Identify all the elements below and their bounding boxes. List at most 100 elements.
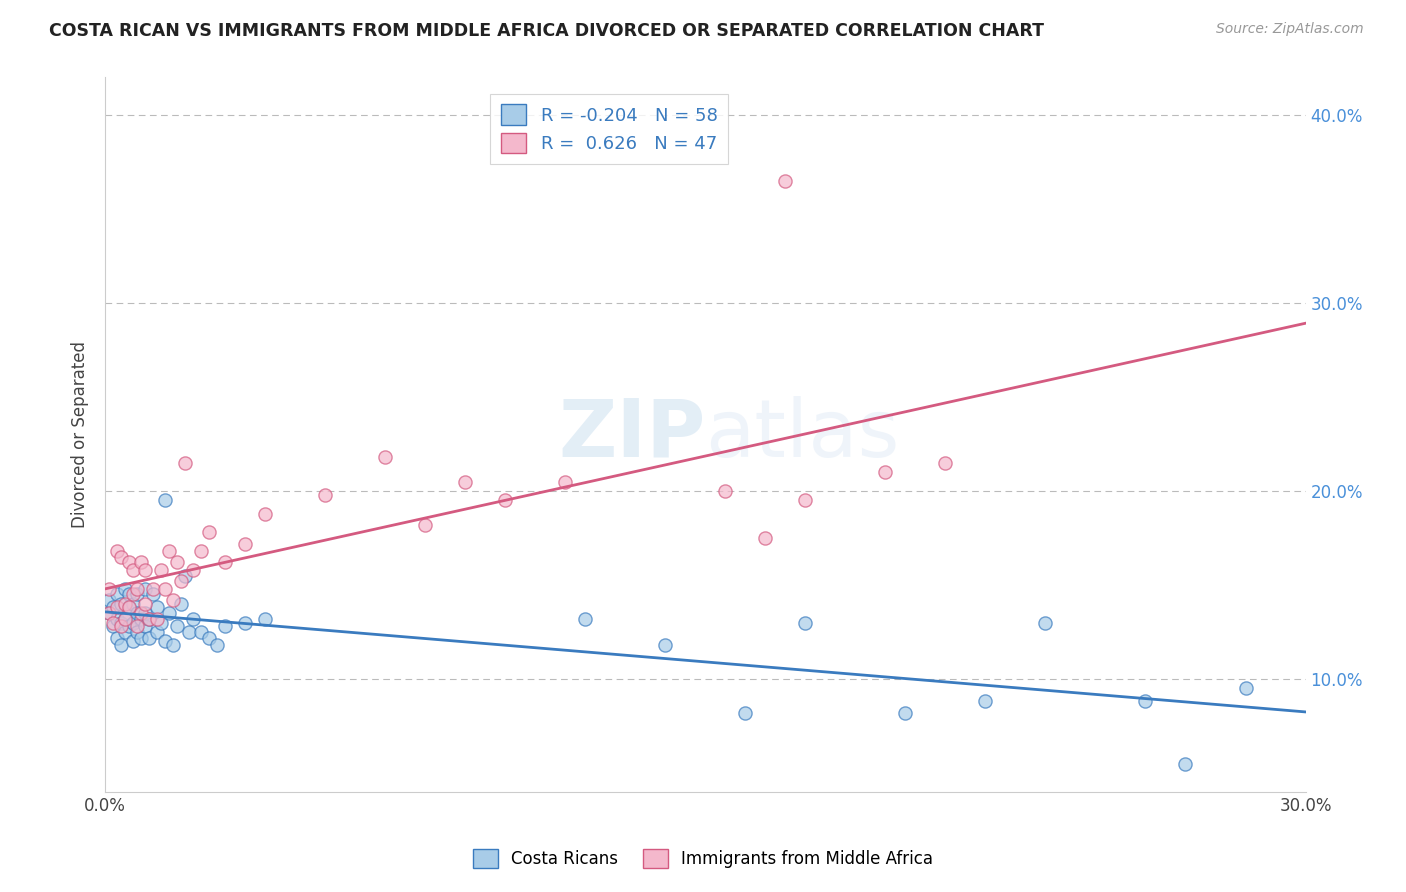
Point [162, 593, 184, 607]
Point [155, 582, 177, 596]
Point [118, 600, 141, 615]
Point [122, 615, 145, 630]
Point [233, 615, 256, 630]
Point [114, 612, 136, 626]
Point [150, 563, 173, 577]
Point [374, 450, 396, 464]
Point [794, 493, 817, 508]
Point [554, 475, 576, 489]
Point [98, 606, 121, 620]
Point [142, 587, 165, 601]
Point [118, 600, 141, 615]
Point [162, 638, 184, 652]
Point [138, 612, 160, 626]
Point [1174, 756, 1197, 771]
Point [166, 619, 188, 633]
Point [105, 631, 128, 645]
Point [110, 549, 132, 564]
Point [127, 582, 149, 596]
Point [134, 582, 156, 596]
Point [207, 638, 229, 652]
Point [214, 555, 236, 569]
Point [118, 587, 141, 601]
Point [127, 587, 149, 601]
Point [122, 587, 145, 601]
Point [413, 517, 436, 532]
Point [129, 555, 152, 569]
Point [198, 525, 221, 540]
Point [129, 606, 152, 620]
Point [146, 612, 169, 626]
Point [105, 587, 128, 601]
Point [114, 624, 136, 639]
Point [170, 597, 193, 611]
Point [129, 631, 152, 645]
Point [754, 531, 776, 545]
Point [1035, 615, 1057, 630]
Point [110, 615, 132, 630]
Point [190, 624, 212, 639]
Text: COSTA RICAN VS IMMIGRANTS FROM MIDDLE AFRICA DIVORCED OR SEPARATED CORRELATION C: COSTA RICAN VS IMMIGRANTS FROM MIDDLE AF… [49, 22, 1045, 40]
Point [142, 582, 165, 596]
Point [129, 612, 152, 626]
Point [1135, 694, 1157, 708]
Point [118, 619, 141, 633]
Point [127, 619, 149, 633]
Text: ZIP: ZIP [558, 395, 706, 474]
Point [127, 606, 149, 620]
Point [105, 544, 128, 558]
Point [146, 600, 169, 615]
Point [118, 555, 141, 569]
Point [122, 634, 145, 648]
Point [454, 475, 477, 489]
Point [794, 615, 817, 630]
Point [166, 555, 188, 569]
Point [233, 536, 256, 550]
Point [103, 600, 125, 615]
Point [110, 638, 132, 652]
Text: Source: ZipAtlas.com: Source: ZipAtlas.com [1216, 22, 1364, 37]
Point [114, 597, 136, 611]
Point [494, 493, 516, 508]
Point [138, 612, 160, 626]
Point [179, 624, 201, 639]
Legend: Costa Ricans, Immigrants from Middle Africa: Costa Ricans, Immigrants from Middle Afr… [465, 842, 941, 875]
Text: atlas: atlas [706, 395, 900, 474]
Point [134, 606, 156, 620]
Point [127, 624, 149, 639]
Point [894, 706, 917, 720]
Point [198, 631, 221, 645]
Point [134, 619, 156, 633]
Point [155, 634, 177, 648]
Point [98, 606, 121, 620]
Point [174, 456, 197, 470]
Point [574, 612, 596, 626]
Point [190, 544, 212, 558]
Point [114, 582, 136, 596]
Point [105, 612, 128, 626]
Point [134, 563, 156, 577]
Point [122, 563, 145, 577]
Point [654, 638, 676, 652]
Point [214, 619, 236, 633]
Point [934, 456, 956, 470]
Point [98, 593, 121, 607]
Legend: R = -0.204   N = 58, R =  0.626   N = 47: R = -0.204 N = 58, R = 0.626 N = 47 [491, 94, 728, 164]
Point [155, 493, 177, 508]
Point [103, 619, 125, 633]
Point [714, 483, 737, 498]
Point [150, 615, 173, 630]
Point [110, 597, 132, 611]
Point [170, 574, 193, 589]
Point [122, 597, 145, 611]
Point [110, 619, 132, 633]
Y-axis label: Divorced or Separated: Divorced or Separated [72, 341, 89, 528]
Point [146, 624, 169, 639]
Point [157, 606, 180, 620]
Point [734, 706, 756, 720]
Point [775, 174, 797, 188]
Point [105, 600, 128, 615]
Point [875, 465, 897, 479]
Point [174, 568, 197, 582]
Point [314, 488, 336, 502]
